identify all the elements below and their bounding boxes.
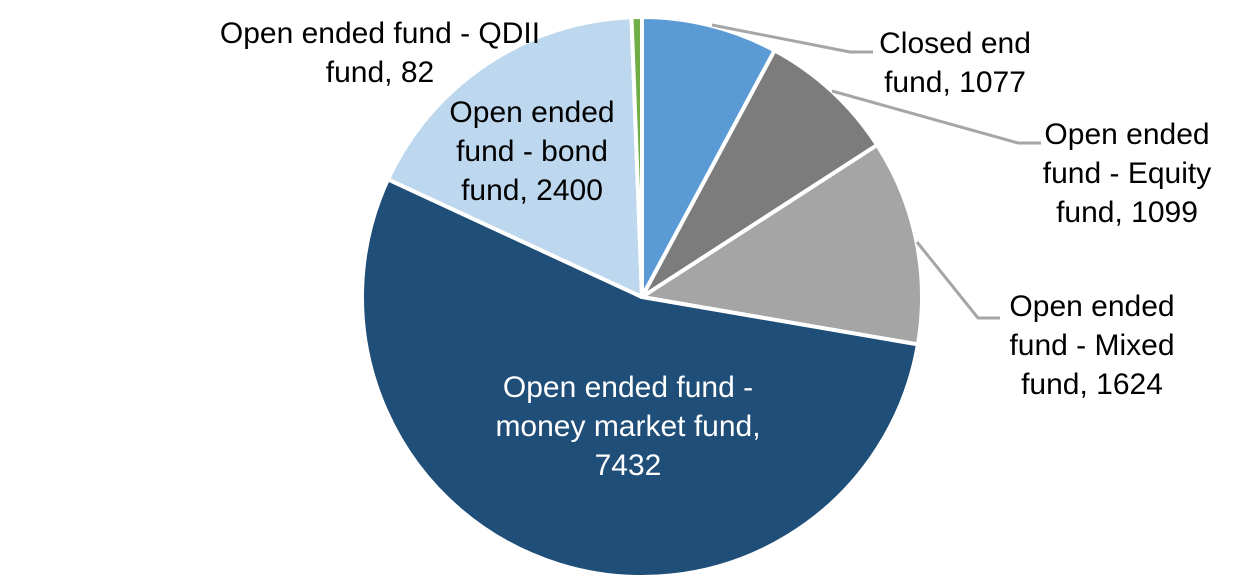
- data-label-line: 7432: [594, 449, 662, 482]
- leader-line-mixed-fund: [915, 241, 1000, 320]
- data-label-line: fund, 2400: [461, 174, 603, 207]
- pie-slice-qdii-fund: [629, 15, 644, 299]
- data-label-line: Open ended: [1009, 290, 1175, 323]
- data-label-equity-fund: Open ended fund - Equity fund, 1099: [1017, 115, 1237, 232]
- leader-line-closed-end-fund: [711, 23, 873, 54]
- data-label-line: fund - bond: [456, 135, 608, 168]
- data-label-line: fund, 1624: [1021, 368, 1163, 401]
- data-label-line: fund, 1077: [884, 66, 1026, 99]
- data-label-line: money market fund,: [495, 410, 761, 443]
- pie-slice-money-market-fund: [360, 177, 920, 579]
- data-label-line: fund - Equity: [1042, 157, 1212, 190]
- pie-slice-mixed-fund: [640, 143, 924, 347]
- data-label-line: Open ended: [1044, 118, 1210, 151]
- pie-slice-equity-fund: [640, 48, 880, 299]
- data-label-mixed-fund: Open ended fund - Mixed fund, 1624: [982, 287, 1202, 404]
- data-label-line: Open ended: [449, 96, 615, 129]
- data-label-line: fund, 1099: [1056, 196, 1198, 229]
- data-label-qdii-fund: Open ended fund - QDII fund, 82: [190, 14, 570, 92]
- leader-line-equity-fund: [831, 89, 1041, 145]
- pie-slice-closed-end-fund: [640, 15, 777, 299]
- data-label-money-market-fund: Open ended fund - money market fund, 743…: [478, 368, 778, 485]
- data-label-line: fund, 82: [325, 56, 435, 89]
- data-label-line: Open ended fund - QDII: [219, 17, 541, 50]
- data-label-line: Open ended fund -: [502, 371, 754, 404]
- data-label-closed-end-fund: Closed end fund, 1077: [845, 24, 1065, 102]
- data-label-line: Closed end: [879, 27, 1031, 60]
- data-label-line: fund - Mixed: [1009, 329, 1175, 362]
- data-label-bond-fund: Open ended fund - bond fund, 2400: [407, 93, 657, 210]
- pie-slice-bond-fund: [385, 15, 644, 299]
